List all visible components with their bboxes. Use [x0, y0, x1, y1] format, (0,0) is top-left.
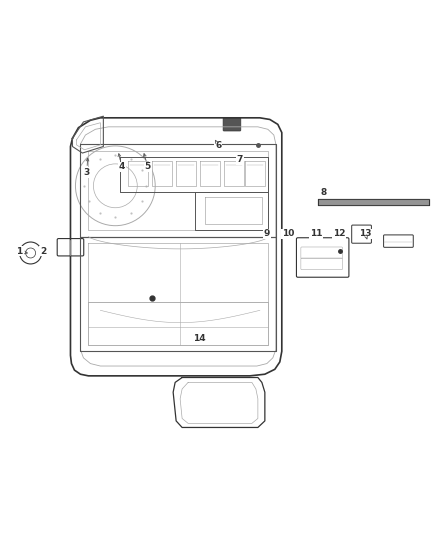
Text: 13: 13 — [359, 229, 371, 238]
FancyBboxPatch shape — [223, 118, 241, 131]
Text: 14: 14 — [193, 334, 206, 343]
Text: 2: 2 — [40, 247, 46, 256]
Text: 8: 8 — [321, 188, 327, 197]
Text: 3: 3 — [84, 168, 90, 177]
Text: 11: 11 — [310, 229, 322, 238]
Text: 6: 6 — [215, 141, 221, 150]
Text: 5: 5 — [145, 163, 151, 172]
Text: 1: 1 — [16, 247, 22, 256]
Text: 9: 9 — [264, 229, 270, 238]
Text: 4: 4 — [118, 163, 125, 172]
Text: 12: 12 — [333, 229, 345, 238]
Text: 10: 10 — [282, 229, 294, 238]
Text: 7: 7 — [237, 155, 243, 164]
